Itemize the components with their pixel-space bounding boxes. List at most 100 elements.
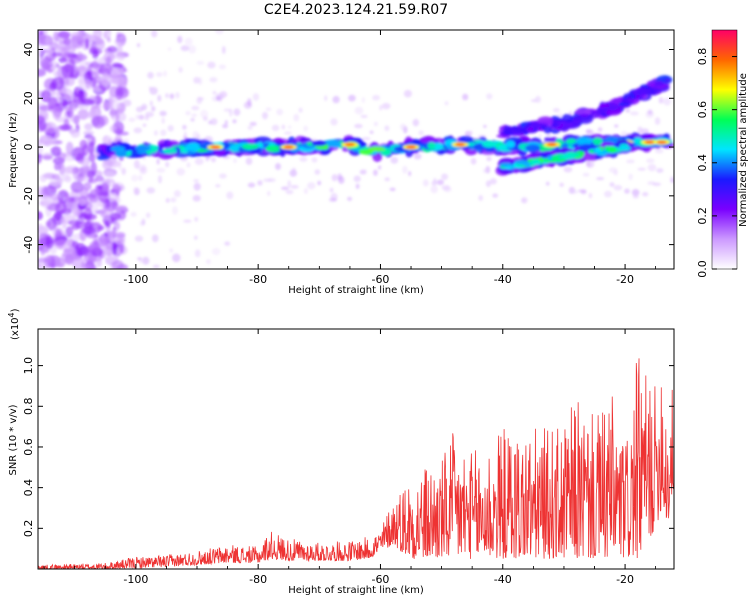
spectrogram-cell (156, 167, 166, 173)
spectrogram-cell (130, 149, 138, 157)
snr-scale-exponent: 4 (7, 312, 16, 317)
spectrogram-cell (99, 236, 108, 247)
spectrogram-cell (62, 51, 74, 63)
spectrogram-cell (69, 110, 74, 123)
spectrogram-cell (63, 166, 77, 175)
spectrogram-cell (465, 142, 477, 147)
spectrogram-cell (354, 123, 363, 129)
spectrogram-cell (249, 121, 257, 126)
spectrogram-cell (61, 219, 67, 229)
spectrogram-cell (145, 212, 151, 219)
spectrogram-cell (535, 95, 541, 103)
spectrogram-cell (483, 124, 487, 128)
spectrogram-cell (622, 102, 630, 107)
spectrogram-cell (413, 153, 422, 160)
spectrogram-cell (630, 95, 637, 100)
spectrogram-cell (604, 190, 612, 198)
y-tick-label: 0 (22, 144, 35, 151)
colorbar-tick-label: 0.6 (696, 101, 709, 119)
spectrogram-cell (46, 45, 53, 60)
spectrogram-cell (354, 106, 364, 115)
spectrogram-cell (223, 108, 232, 112)
spectrogram-cell (101, 178, 115, 184)
spectrogram-cell (289, 169, 298, 177)
spectrogram-cell (110, 145, 126, 152)
spectrogram-heatmap (38, 30, 674, 269)
spectrogram-cell (332, 95, 340, 104)
spectrogram-cell (38, 223, 44, 231)
spectrogram-cell (304, 188, 308, 195)
spectrogram-cell (656, 168, 664, 173)
spectrogram-cell (247, 125, 253, 130)
spectrogram-cell (194, 235, 198, 240)
spectrogram-cell (135, 114, 140, 120)
spectrogram-cell (588, 192, 593, 199)
spectrogram-cell (626, 159, 635, 164)
spectrogram-cell (72, 256, 85, 269)
spectrogram-cell (625, 108, 631, 113)
spectrogram-x-ticks: -100 -80 -60 -40 -20 (43, 30, 657, 286)
spectrogram-cell (103, 158, 113, 166)
snr-x-label: Height of straight line (km) (288, 585, 424, 596)
spectrogram-cell (330, 118, 338, 126)
spectrogram-cell (165, 161, 170, 168)
spectrogram-cell (138, 114, 145, 120)
spectrogram-cell (139, 167, 148, 175)
spectrogram-cell (504, 131, 515, 136)
spectrogram-cell (478, 194, 484, 202)
spectrogram-cell (63, 192, 69, 198)
spectrogram-cell (183, 219, 192, 223)
spectrogram-cell (93, 30, 103, 40)
spectrogram-cell (355, 183, 360, 190)
spectrogram-cell (196, 60, 205, 66)
spectrogram-cell (120, 211, 128, 219)
spectrogram-cell (78, 88, 85, 102)
spectrogram-cell (114, 205, 128, 210)
spectrogram-cell (207, 120, 213, 125)
spectrogram-cell (298, 107, 303, 113)
spectrogram-cell (116, 108, 124, 115)
spectrogram-cell (191, 113, 198, 118)
spectrogram-cell (559, 182, 564, 187)
spectrogram-cell (293, 113, 300, 122)
spectrogram-cell (348, 94, 356, 102)
spectrogram-cell (210, 118, 218, 126)
spectrogram-cell (368, 146, 386, 152)
x-tick-label: -40 (494, 273, 512, 286)
spectrogram-cell (215, 30, 224, 35)
spectrogram-cell (210, 157, 217, 163)
colorbar-tick-label: 0.2 (696, 207, 709, 225)
spectrogram-cell (102, 31, 108, 39)
spectrogram-cell (317, 180, 322, 186)
spectrogram-cell (353, 175, 361, 183)
spectrogram-cell (430, 185, 438, 194)
spectrogram-cell (299, 156, 308, 162)
colorbar-tick-label: 0.0 (696, 260, 709, 278)
spectrogram-cell (175, 92, 180, 99)
spectrogram-cell (65, 156, 75, 162)
spectrogram-cell (133, 127, 143, 134)
spectrogram-cell (338, 176, 345, 184)
spectrogram-cell (290, 184, 299, 189)
spectrogram-cell (188, 45, 197, 54)
spectrogram-cell (73, 173, 80, 182)
spectrogram-cell (96, 154, 110, 161)
spectrogram-cell (620, 131, 628, 137)
spectrogram-cell (360, 114, 368, 118)
spectrogram-cell (486, 93, 493, 100)
x-tick-label: -20 (616, 273, 634, 286)
spectrogram-cell (489, 178, 497, 185)
spectrogram-cell (163, 70, 167, 77)
spectrogram-cell (613, 184, 623, 191)
snr-y-ticks: 0.2 0.4 0.6 0.8 1.0 (22, 357, 674, 569)
spectrogram-cell (134, 235, 144, 242)
spectrogram-y-ticks: -40 -20 0 20 40 (22, 43, 674, 269)
spectrogram-cell (51, 61, 59, 69)
spectrogram-cell (151, 105, 156, 112)
spectrogram-cell (670, 178, 674, 184)
spectrogram-cell (60, 173, 69, 182)
x-tick-label: -100 (123, 273, 148, 286)
spectrogram-cell (226, 191, 234, 200)
spectrogram-cell (50, 52, 63, 57)
spectrogram-cell (90, 41, 97, 52)
